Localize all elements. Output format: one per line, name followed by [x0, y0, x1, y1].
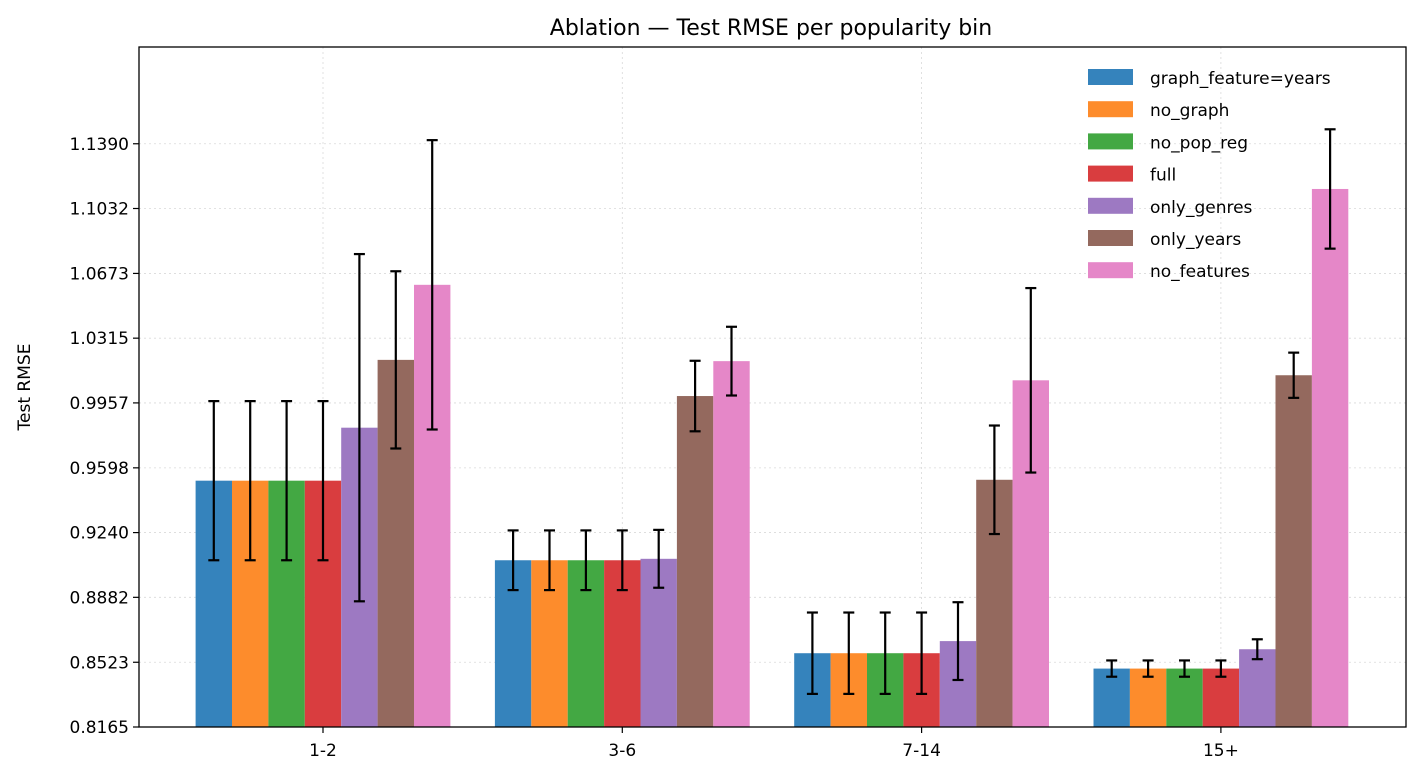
legend-swatch: [1088, 262, 1133, 279]
y-tick-label: 0.9240: [70, 524, 129, 544]
bar: [676, 396, 714, 727]
legend-swatch: [1088, 133, 1133, 150]
legend-label: no_features: [1150, 262, 1250, 282]
bar: [1311, 188, 1349, 727]
x-tick-label: 1-2: [309, 741, 337, 761]
legend-label: no_graph: [1150, 101, 1229, 121]
y-tick-label: 1.0673: [70, 264, 129, 284]
bars: [195, 188, 1349, 727]
y-tick-label: 1.1390: [70, 135, 129, 155]
y-tick-label: 1.0315: [70, 329, 129, 349]
y-tick-label: 0.8882: [70, 588, 129, 608]
error-bars: [208, 128, 1336, 696]
bar: [1275, 375, 1312, 727]
chart-title: Ablation — Test RMSE per popularity bin: [550, 16, 992, 41]
bar: [1166, 668, 1203, 727]
legend-label: graph_feature=years: [1150, 69, 1331, 89]
x-tick-label: 15+: [1203, 741, 1239, 761]
legend-swatch: [1088, 69, 1133, 85]
y-axis-label: Test RMSE: [15, 344, 35, 432]
legend-label: only_genres: [1150, 198, 1253, 218]
bar: [713, 361, 750, 727]
bar: [1239, 649, 1276, 727]
y-tick-label: 0.9598: [70, 459, 129, 479]
bar: [1093, 668, 1130, 727]
x-axis: 1-2 3-6 7-14 15+: [309, 727, 1239, 761]
x-tick-label: 7-14: [902, 741, 941, 761]
y-axis: 0.8165 0.8523 0.8882 0.9240 0.9598 0.9957 1.03…: [70, 135, 139, 738]
y-tick-label: 0.9957: [70, 394, 129, 414]
legend: graph_feature=years no_graph no_pop_regful…: [1088, 69, 1331, 282]
legend-label: no_pop_reg: [1150, 133, 1248, 153]
legend-swatch: [1088, 230, 1133, 246]
x-tick-label: 3-6: [608, 741, 636, 761]
y-tick-label: 0.8165: [70, 718, 129, 738]
y-tick-label: 0.8523: [70, 653, 129, 673]
legend-swatch: [1088, 101, 1133, 118]
legend-swatch: [1088, 165, 1133, 182]
plot-frame: [138, 46, 1407, 728]
legend-label: full: [1150, 166, 1176, 186]
bar: [1202, 668, 1240, 727]
y-tick-label: 1.1032: [70, 200, 129, 220]
bar: [1129, 668, 1167, 727]
legend-label: only_years: [1150, 230, 1241, 250]
legend-swatch: [1088, 197, 1133, 214]
